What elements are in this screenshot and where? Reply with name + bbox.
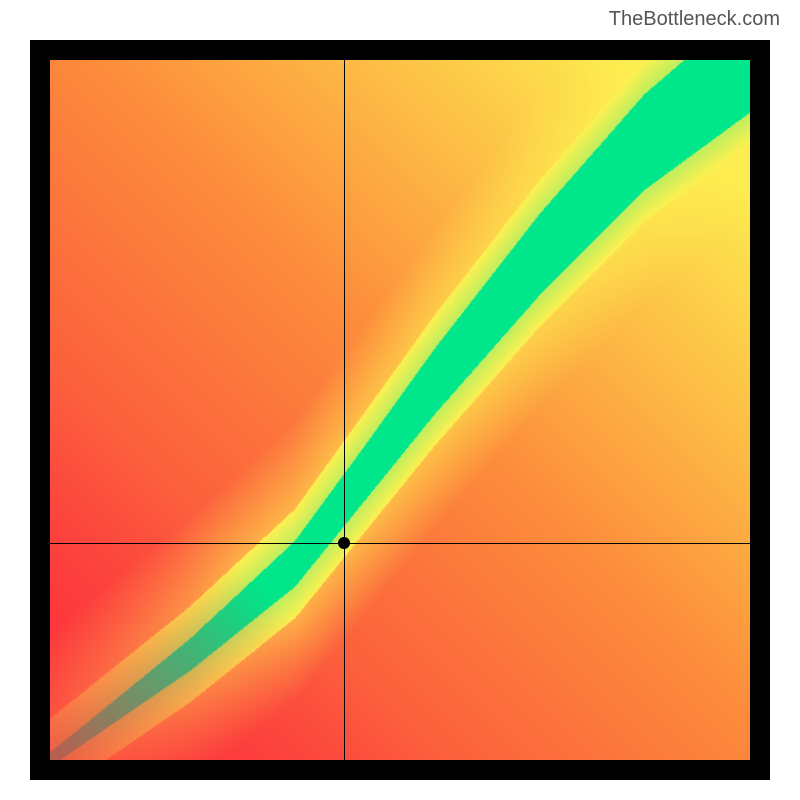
attribution-text: TheBottleneck.com bbox=[609, 8, 780, 31]
crosshair-vertical bbox=[344, 60, 345, 760]
plot-area bbox=[50, 60, 750, 760]
chart-container: TheBottleneck.com bbox=[0, 0, 800, 800]
chart-frame bbox=[30, 40, 770, 780]
data-point-marker bbox=[338, 537, 350, 549]
crosshair-horizontal bbox=[50, 543, 750, 544]
heatmap-canvas bbox=[50, 60, 750, 760]
